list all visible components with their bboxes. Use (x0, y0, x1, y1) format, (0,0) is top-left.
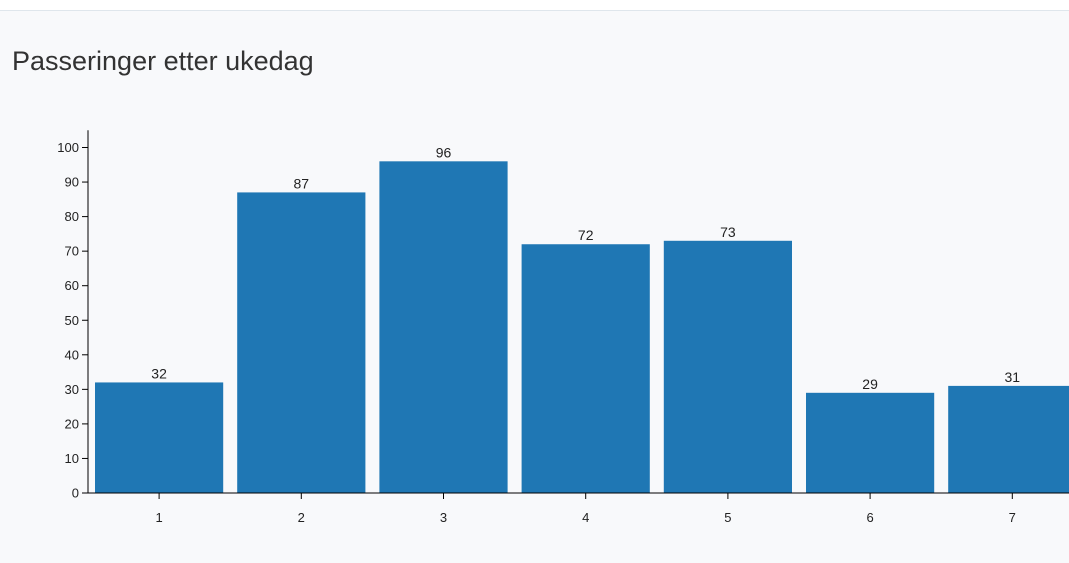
x-tick-label-2: 2 (298, 510, 305, 525)
bars-group (95, 161, 1069, 494)
bar-5 (663, 240, 792, 493)
data-label-7: 31 (1005, 369, 1021, 385)
data-labels-group: 32 87 96 72 73 29 31 (151, 144, 1020, 391)
data-label-6: 29 (862, 376, 878, 392)
x-tick-label-4: 4 (582, 510, 589, 525)
x-tick-label-5: 5 (724, 510, 731, 525)
y-tick-label-60: 60 (65, 278, 79, 293)
data-label-5: 73 (720, 224, 736, 240)
y-tick-label-100: 100 (57, 140, 79, 155)
y-tick-label-40: 40 (65, 347, 79, 362)
data-label-4: 72 (578, 227, 594, 243)
bar-2 (237, 192, 366, 494)
y-axis: 0 10 20 30 40 50 60 70 80 90 100 (57, 130, 89, 501)
x-axis: 1 2 3 4 5 6 7 (88, 492, 1069, 525)
x-tick-label-7: 7 (1009, 510, 1016, 525)
bar-7 (948, 385, 1069, 493)
data-label-1: 32 (151, 365, 167, 381)
x-tick-label-3: 3 (440, 510, 447, 525)
bar-6 (806, 392, 935, 493)
bar-4 (521, 244, 650, 493)
y-tick-label-70: 70 (65, 244, 79, 259)
data-label-2: 87 (294, 175, 310, 191)
y-tick-label-10: 10 (65, 451, 79, 466)
bar-1 (95, 382, 224, 493)
bar-3 (379, 161, 508, 493)
y-tick-label-50: 50 (65, 313, 79, 328)
y-tick-label-90: 90 (65, 175, 79, 190)
chart-title: Passeringer etter ukedag (12, 46, 314, 76)
y-tick-label-20: 20 (65, 416, 79, 431)
y-tick-label-80: 80 (65, 209, 79, 224)
y-tick-label-0: 0 (72, 486, 79, 501)
data-label-3: 96 (436, 144, 452, 160)
x-tick-label-1: 1 (155, 510, 162, 525)
x-tick-label-6: 6 (866, 510, 873, 525)
y-tick-label-30: 30 (65, 382, 79, 397)
